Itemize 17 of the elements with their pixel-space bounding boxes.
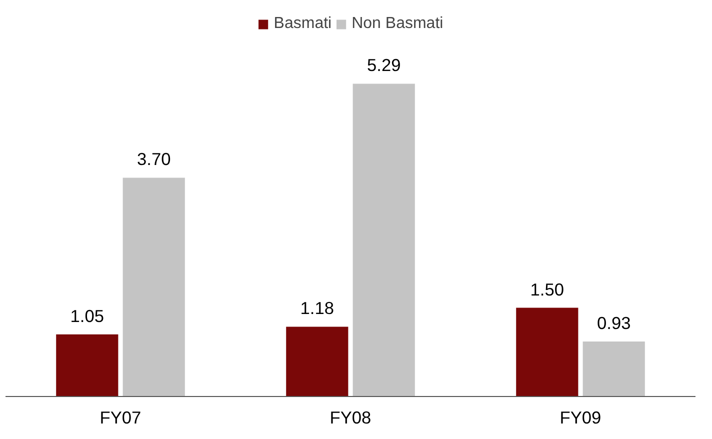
data-label: 1.18 (300, 298, 334, 318)
data-label: 1.05 (70, 306, 104, 326)
data-label: 0.93 (596, 312, 631, 333)
x-tick-label: FY09 (560, 408, 602, 428)
bar (122, 178, 185, 396)
data-label: 3.70 (136, 149, 171, 170)
bar (352, 84, 415, 396)
data-label: 5.29 (366, 55, 401, 76)
x-tick-label: FY07 (100, 408, 142, 428)
legend-label: Basmati (274, 15, 332, 33)
bar (286, 326, 348, 396)
data-label: 1.50 (530, 279, 564, 300)
legend-label: Non Basmati (352, 15, 444, 33)
bar (516, 308, 578, 396)
bar (56, 334, 118, 396)
x-tick-label: FY08 (330, 408, 372, 428)
bar (582, 342, 645, 396)
